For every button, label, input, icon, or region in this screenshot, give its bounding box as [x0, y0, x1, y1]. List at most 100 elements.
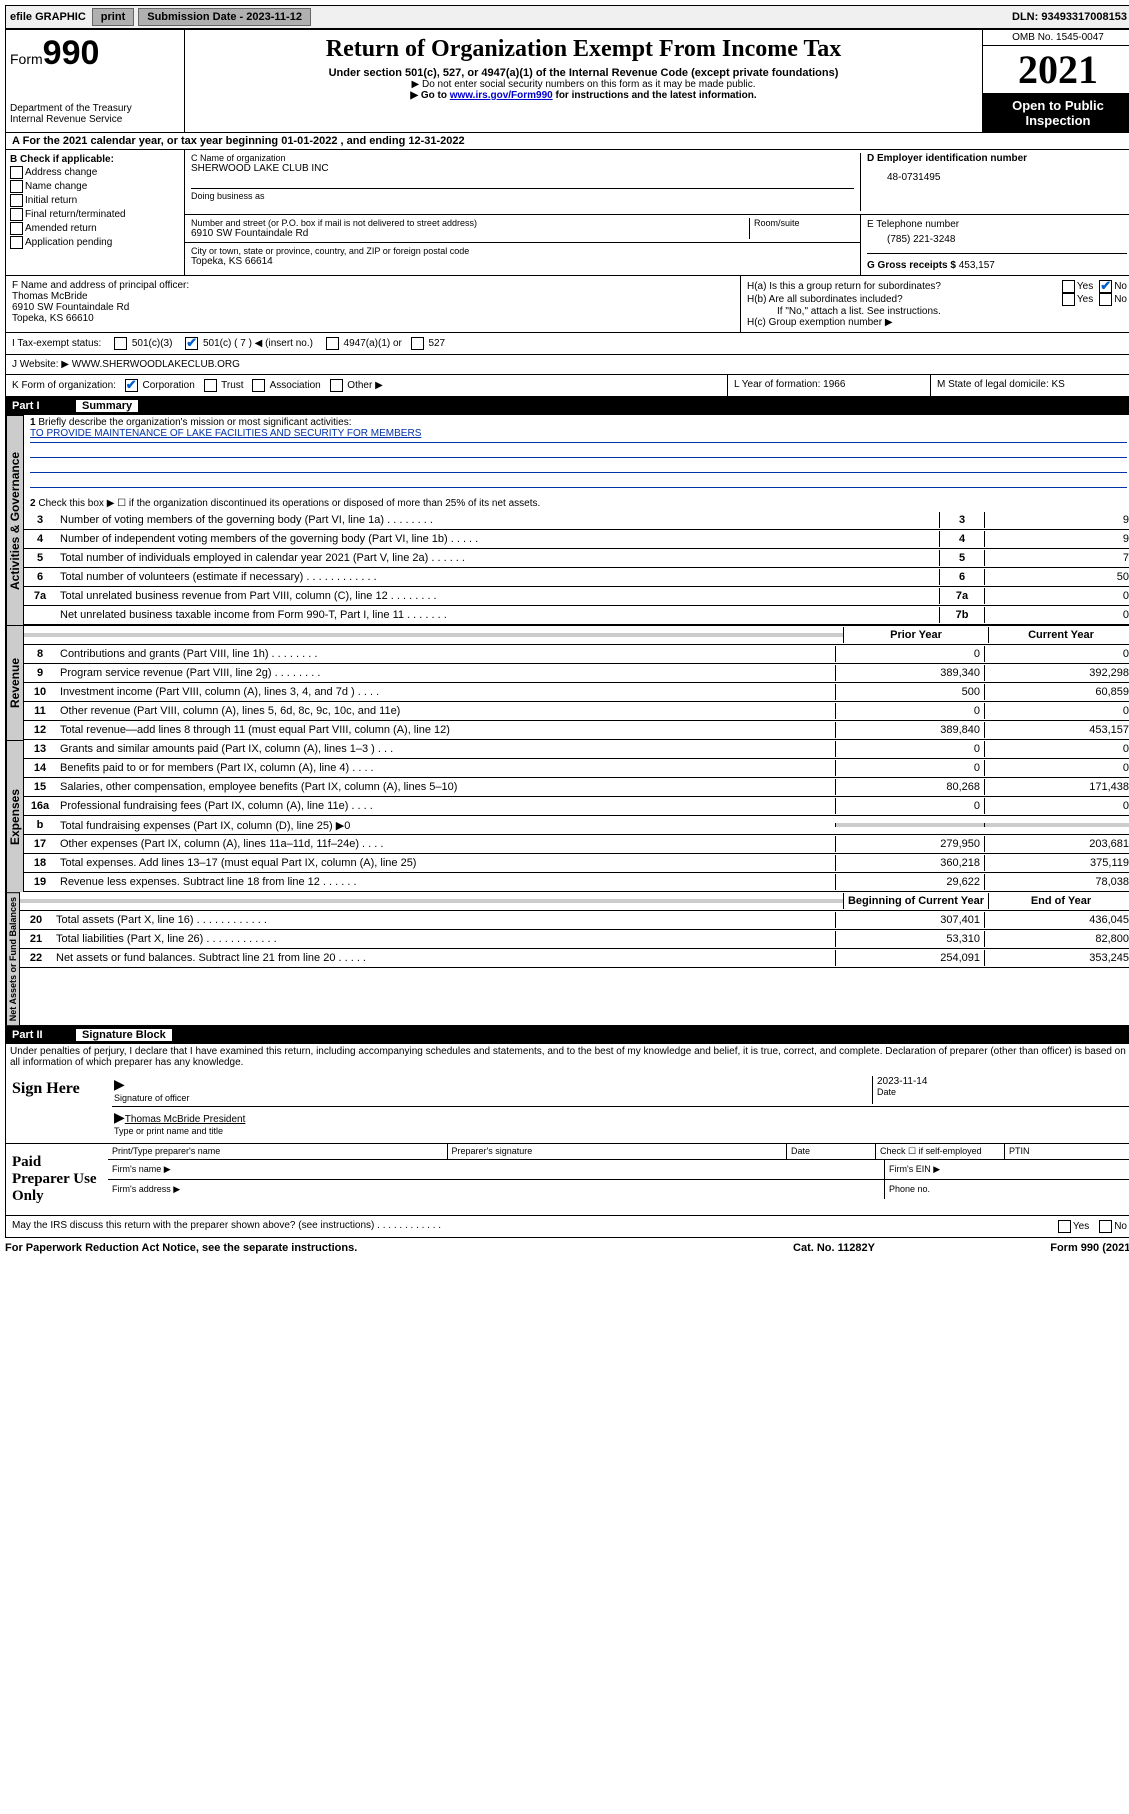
tab-netassets: Net Assets or Fund Balances — [6, 892, 20, 1025]
date-label: Date — [877, 1087, 896, 1097]
officer-name: Thomas McBride — [12, 291, 734, 302]
print-button[interactable]: print — [92, 8, 134, 26]
room-label: Room/suite — [749, 218, 854, 239]
cb-initial-return[interactable]: Initial return — [10, 194, 180, 207]
sign-here-block: Sign Here ▶Signature of officer 2023-11-… — [5, 1070, 1129, 1144]
ein: 48-0731495 — [867, 164, 1127, 183]
header-center: Return of Organization Exempt From Incom… — [185, 30, 982, 132]
mission-block: 1 Briefly describe the organization's mi… — [24, 415, 1129, 490]
submission-date: 2023-11-12 — [246, 11, 302, 23]
may-no[interactable] — [1099, 1220, 1112, 1233]
form-num: 990 — [43, 34, 100, 72]
officer-name-title: Thomas McBride President — [125, 1114, 246, 1125]
cb-address-change[interactable]: Address change — [10, 166, 180, 179]
cb-final-return[interactable]: Final return/terminated — [10, 208, 180, 221]
part1-title: Summary — [76, 400, 138, 412]
firm-phone: Phone no. — [884, 1180, 1129, 1199]
part1-num: Part I — [12, 400, 72, 412]
cb-name-change[interactable]: Name change — [10, 180, 180, 193]
firm-addr: Firm's address ▶ — [108, 1180, 884, 1199]
table-row: 9Program service revenue (Part VIII, lin… — [24, 664, 1129, 683]
m-label: M State of legal domicile: — [937, 379, 1052, 390]
gross-receipts: 453,157 — [959, 260, 995, 271]
subtitle-3: ▶ Go to www.irs.gov/Form990 for instruct… — [189, 90, 978, 101]
col-prior: Prior Year — [843, 627, 988, 643]
firm-name: Firm's name ▶ — [108, 1160, 884, 1179]
section-expenses: Expenses 13Grants and similar amounts pa… — [5, 740, 1129, 892]
c-name-label: C Name of organization — [191, 153, 854, 163]
sub3-pre: ▶ Go to — [410, 90, 449, 101]
phone: (785) 221-3248 — [867, 230, 1127, 253]
sign-here: Sign Here — [6, 1070, 108, 1143]
table-row: 5Total number of individuals employed in… — [24, 549, 1129, 568]
open-to-public: Open to Public Inspection — [983, 94, 1129, 132]
section-bcdeg: B Check if applicable: Address change Na… — [5, 150, 1129, 276]
tab-activities: Activities & Governance — [6, 415, 24, 625]
cb-4947[interactable] — [326, 337, 339, 350]
part1-head: Part I Summary — [5, 397, 1129, 415]
paid-preparer-block: Paid Preparer Use Only Print/Type prepar… — [5, 1144, 1129, 1216]
table-row: 14Benefits paid to or for members (Part … — [24, 759, 1129, 778]
declaration: Under penalties of perjury, I declare th… — [5, 1044, 1129, 1070]
col-eoy: End of Year — [988, 893, 1129, 909]
table-row: bTotal fundraising expenses (Part IX, co… — [24, 816, 1129, 835]
header-left: Form990 Department of the Treasury Inter… — [6, 30, 185, 132]
q2: 2 Check this box ▶ ☐ if the organization… — [24, 490, 1129, 511]
line-a-text: For the 2021 calendar year, or tax year … — [23, 135, 465, 147]
dept: Department of the Treasury — [10, 103, 180, 114]
sig-officer-label: Signature of officer — [114, 1093, 189, 1103]
cb-527[interactable] — [411, 337, 424, 350]
street-label: Number and street (or P.O. box if mail i… — [191, 218, 749, 228]
ha-no[interactable] — [1099, 280, 1112, 293]
org-name: SHERWOOD LAKE CLUB INC — [191, 163, 854, 174]
k-label: K Form of organization: — [12, 380, 116, 391]
cb-amended[interactable]: Amended return — [10, 222, 180, 235]
dln-value: 93493317008153 — [1041, 11, 1127, 23]
table-row: 11Other revenue (Part VIII, column (A), … — [24, 702, 1129, 721]
col-current: Current Year — [988, 627, 1129, 643]
cb-corp[interactable] — [125, 379, 138, 392]
subtitle-1: Under section 501(c), 527, or 4947(a)(1)… — [189, 67, 978, 79]
submission-button[interactable]: Submission Date - 2023-11-12 — [138, 8, 311, 26]
hb-no[interactable] — [1099, 293, 1112, 306]
table-row: 3Number of voting members of the governi… — [24, 511, 1129, 530]
table-row: 8Contributions and grants (Part VIII, li… — [24, 645, 1129, 664]
tab-expenses: Expenses — [6, 740, 24, 892]
cb-other[interactable] — [330, 379, 343, 392]
hb-yes[interactable] — [1062, 293, 1075, 306]
officer-addr2: Topeka, KS 66610 — [12, 313, 734, 324]
form-pre: Form — [10, 51, 43, 67]
hc-label: H(c) Group exemption number ▶ — [747, 317, 1127, 328]
mission-text: TO PROVIDE MAINTENANCE OF LAKE FACILITIE… — [30, 428, 421, 439]
col-boy: Beginning of Current Year — [843, 893, 988, 909]
cb-assoc[interactable] — [252, 379, 265, 392]
table-row: 4Number of independent voting members of… — [24, 530, 1129, 549]
form-id: Form990 — [10, 34, 180, 73]
part2-num: Part II — [12, 1029, 72, 1041]
sig-date: 2023-11-14 — [877, 1076, 927, 1087]
may-yes[interactable] — [1058, 1220, 1071, 1233]
table-row: 13Grants and similar amounts paid (Part … — [24, 740, 1129, 759]
pt-check: Check ☐ if self-employed — [875, 1144, 1004, 1159]
table-row: 7aTotal unrelated business revenue from … — [24, 587, 1129, 606]
header-right: OMB No. 1545-0047 2021 Open to Public In… — [982, 30, 1129, 132]
form990-link[interactable]: www.irs.gov/Form990 — [450, 90, 553, 101]
footer-3: Form 990 (2021) — [934, 1242, 1129, 1254]
street: 6910 SW Fountaindale Rd — [191, 228, 749, 239]
d-label: D Employer identification number — [867, 153, 1127, 164]
top-bar: efile GRAPHIC print Submission Date - 20… — [5, 5, 1129, 29]
cb-trust[interactable] — [204, 379, 217, 392]
ha-yes[interactable] — [1062, 280, 1075, 293]
cb-app-pending[interactable]: Application pending — [10, 236, 180, 249]
cb-501c[interactable] — [185, 337, 198, 350]
subtitle-2: ▶ Do not enter social security numbers o… — [189, 79, 978, 90]
cb-501c3[interactable] — [114, 337, 127, 350]
table-row: 20Total assets (Part X, line 16) . . . .… — [20, 911, 1129, 930]
section-activities: Activities & Governance 1 Briefly descri… — [5, 415, 1129, 625]
part2-head: Part II Signature Block — [5, 1026, 1129, 1044]
city: Topeka, KS 66614 — [191, 256, 854, 267]
col-h: H(a) Is this a group return for subordin… — [741, 276, 1129, 332]
footer-1: For Paperwork Reduction Act Notice, see … — [5, 1242, 734, 1254]
form-header: Form990 Department of the Treasury Inter… — [5, 29, 1129, 133]
table-row: 17Other expenses (Part IX, column (A), l… — [24, 835, 1129, 854]
